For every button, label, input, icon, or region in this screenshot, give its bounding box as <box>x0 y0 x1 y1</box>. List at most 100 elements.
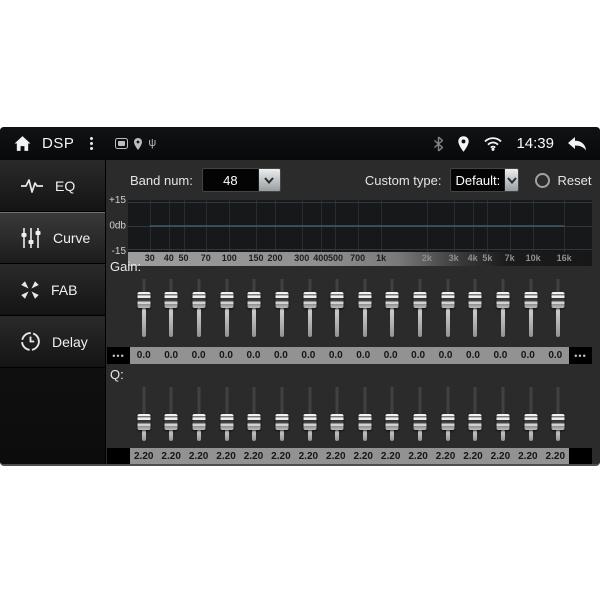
chevron-down-icon[interactable] <box>504 169 519 191</box>
eq-graph: +15 0db -15 30 40 50 70 100 150 200 300 400 500 70… <box>108 195 592 266</box>
gain-slider[interactable] <box>158 273 186 343</box>
slider-knob[interactable] <box>303 291 317 308</box>
freq-tick: 50 <box>178 253 189 263</box>
gain-slider[interactable] <box>185 273 213 343</box>
gain-slider[interactable] <box>213 273 241 343</box>
slider-knob[interactable] <box>164 414 178 431</box>
slider-knob[interactable] <box>192 414 206 431</box>
slider-knob[interactable] <box>385 291 399 308</box>
slider-knob[interactable] <box>468 291 482 308</box>
slider-knob[interactable] <box>330 291 344 308</box>
slider-knob[interactable] <box>220 414 234 431</box>
custom-type-select[interactable]: Default: <box>450 168 520 192</box>
slider-knob[interactable] <box>358 414 372 431</box>
q-slider[interactable] <box>544 381 572 447</box>
q-slider[interactable] <box>185 381 213 447</box>
slider-knob[interactable] <box>275 291 289 308</box>
q-slider[interactable] <box>296 381 324 447</box>
gain-slider[interactable] <box>296 273 324 343</box>
sidebar-item-label: FAB <box>51 281 78 298</box>
slider-knob[interactable] <box>137 291 151 308</box>
gain-values-row: ••• 0.0 0.0 0.0 0.0 0.0 0.0 0.0 0.0 0.0 0.0 0.0 0.0… <box>107 347 592 364</box>
home-icon[interactable] <box>13 135 32 152</box>
chevron-down-icon[interactable] <box>257 169 280 191</box>
slider-knob[interactable] <box>524 414 538 431</box>
freq-tick: 3k <box>448 253 459 263</box>
slider-knob[interactable] <box>192 291 206 308</box>
gain-value: 0.0 <box>136 350 151 361</box>
status-bar: DSP ψ 14:39 <box>0 127 600 160</box>
q-slider[interactable] <box>379 381 407 447</box>
gain-slider[interactable] <box>268 273 296 343</box>
slider-knob[interactable] <box>468 414 482 431</box>
q-value: 2.20 <box>518 451 538 462</box>
q-slider[interactable] <box>489 381 517 447</box>
sidebar-item-curve[interactable]: Curve <box>0 212 105 264</box>
band-num-select[interactable]: 48 <box>201 168 281 192</box>
q-slider[interactable] <box>517 381 545 447</box>
freq-tick: 7k <box>504 253 515 263</box>
q-slider[interactable] <box>323 381 351 447</box>
reset-radio[interactable] <box>535 172 551 188</box>
slider-knob[interactable] <box>247 414 261 431</box>
gain-slider[interactable] <box>517 273 545 343</box>
gain-slider[interactable] <box>462 273 490 343</box>
slider-knob[interactable] <box>441 291 455 308</box>
slider-knob[interactable] <box>524 291 538 308</box>
sidebar-item-delay[interactable]: Delay <box>0 316 105 368</box>
slider-knob[interactable] <box>330 414 344 431</box>
sidebar-item-fab[interactable]: FAB <box>0 264 105 316</box>
back-icon[interactable] <box>567 136 587 152</box>
q-slider[interactable] <box>434 381 462 447</box>
slider-knob[interactable] <box>413 414 427 431</box>
response-plot[interactable] <box>128 200 592 252</box>
q-strip-left-cap <box>107 448 130 464</box>
slider-knob[interactable] <box>413 291 427 308</box>
gain-slider[interactable] <box>406 273 434 343</box>
gain-slider[interactable] <box>241 273 269 343</box>
slider-knob[interactable] <box>496 291 510 308</box>
custom-type-value: Default: <box>455 172 501 188</box>
q-slider[interactable] <box>462 381 490 447</box>
sidebar-item-eq[interactable]: EQ <box>0 160 105 212</box>
gain-slider[interactable] <box>489 273 517 343</box>
slider-knob[interactable] <box>247 291 261 308</box>
slider-knob[interactable] <box>441 414 455 431</box>
slider-knob[interactable] <box>551 291 565 308</box>
bluetooth-icon <box>433 135 444 152</box>
gain-slider[interactable] <box>379 273 407 343</box>
q-slider[interactable] <box>241 381 269 447</box>
slider-knob[interactable] <box>551 414 565 431</box>
q-slider[interactable] <box>268 381 296 447</box>
q-slider[interactable] <box>213 381 241 447</box>
gain-value: 0.0 <box>191 350 206 361</box>
slider-knob[interactable] <box>164 291 178 308</box>
slider-knob[interactable] <box>385 414 399 431</box>
freq-tick: 150 <box>248 253 264 263</box>
q-slider[interactable] <box>351 381 379 447</box>
gain-slider[interactable] <box>351 273 379 343</box>
slider-knob[interactable] <box>303 414 317 431</box>
gain-slider[interactable] <box>323 273 351 343</box>
gain-slider[interactable] <box>434 273 462 343</box>
gain-slider[interactable] <box>544 273 572 343</box>
q-slider[interactable] <box>158 381 186 447</box>
q-slider[interactable] <box>130 381 158 447</box>
freq-tick: 70 <box>200 253 211 263</box>
slider-knob[interactable] <box>220 291 234 308</box>
gain-slider[interactable] <box>130 273 158 343</box>
gain-scroll-right[interactable]: ••• <box>569 347 592 364</box>
freq-tick: 2k <box>421 253 432 263</box>
freq-tick: 100 <box>221 253 237 263</box>
q-strip-right-cap <box>569 448 592 464</box>
overflow-menu-icon[interactable] <box>84 135 99 152</box>
q-slider[interactable] <box>406 381 434 447</box>
slider-knob[interactable] <box>137 414 151 431</box>
q-sliders-row <box>130 381 572 447</box>
q-values-row: 2.20 2.20 2.20 2.20 2.20 2.20 2.20 2.20 2.20 2.20… <box>107 448 592 464</box>
gain-scroll-left[interactable]: ••• <box>107 347 130 364</box>
slider-knob[interactable] <box>358 291 372 308</box>
gain-value: 0.0 <box>493 350 508 361</box>
slider-knob[interactable] <box>275 414 289 431</box>
slider-knob[interactable] <box>496 414 510 431</box>
